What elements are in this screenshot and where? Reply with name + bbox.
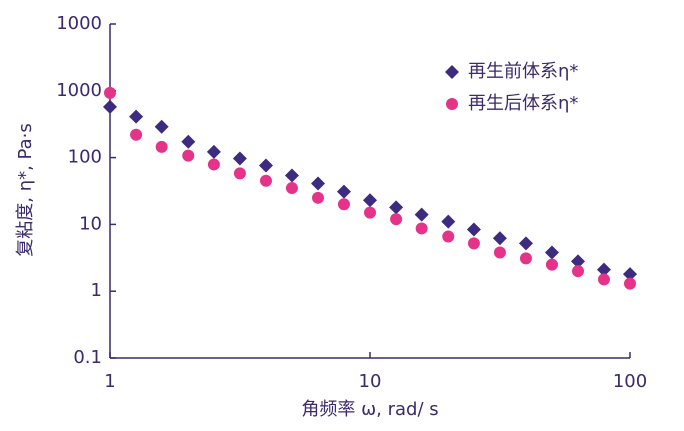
y-tick-label: 10 — [79, 213, 102, 234]
legend-label: 再生前体系η* — [468, 61, 578, 82]
legend-marker — [445, 65, 459, 79]
diamond-point — [154, 119, 169, 134]
diamond-point — [232, 151, 247, 166]
diamond-point — [336, 184, 351, 199]
circle-point — [259, 174, 272, 187]
circle-point — [155, 140, 168, 153]
y-tick-label: 100 — [68, 147, 102, 168]
diamond-point — [544, 245, 559, 260]
diamond-point — [466, 222, 481, 237]
circle-point — [285, 182, 298, 195]
diamond-point — [571, 254, 586, 269]
y-axis-label: 复粘度, η*, Pa·s — [15, 123, 36, 256]
y-tick-label: 1000 — [56, 80, 102, 101]
circle-point — [182, 149, 195, 162]
diamond-point — [414, 207, 429, 222]
diamond-point — [623, 267, 637, 282]
circle-point — [442, 230, 455, 243]
x-axis-label: 角频率 ω, rad/ s — [301, 399, 438, 420]
diamond-point — [363, 193, 377, 208]
legend-marker — [446, 98, 458, 110]
diamond-point — [518, 236, 533, 251]
circle-point — [233, 167, 246, 180]
diamond-point — [103, 99, 117, 114]
diamond-point — [389, 200, 404, 215]
circle-point — [312, 191, 325, 204]
circle-point — [519, 252, 532, 265]
circle-point — [624, 277, 636, 290]
diamond-point — [596, 262, 611, 277]
x-tick-label: 10 — [359, 371, 382, 392]
x-tick-label: 100 — [613, 371, 647, 392]
circle-point — [597, 273, 610, 286]
circle-point — [337, 198, 350, 211]
circle-point — [467, 237, 480, 250]
circle-point — [364, 206, 376, 219]
diamond-point — [441, 214, 456, 229]
legend-label: 再生后体系η* — [468, 93, 578, 114]
y-tick-label: 1 — [91, 280, 102, 301]
circle-point — [545, 258, 558, 271]
diamond-point — [492, 231, 507, 246]
circle-point — [104, 86, 116, 99]
diamond-point — [206, 144, 221, 159]
diamond-point — [181, 134, 196, 149]
diamond-point — [258, 158, 273, 173]
circle-point — [572, 265, 585, 278]
diamond-point — [284, 168, 299, 183]
x-tick-label: 1 — [104, 371, 115, 392]
circle-point — [390, 213, 403, 226]
diamond-point — [311, 176, 326, 191]
circle-point — [130, 128, 143, 141]
y-tick-label: 0.1 — [73, 347, 102, 368]
y-tick-label: 1000 — [56, 13, 102, 34]
diamond-point — [129, 109, 144, 124]
circle-point — [207, 158, 220, 171]
circle-point — [493, 246, 506, 259]
circle-point — [415, 222, 428, 235]
